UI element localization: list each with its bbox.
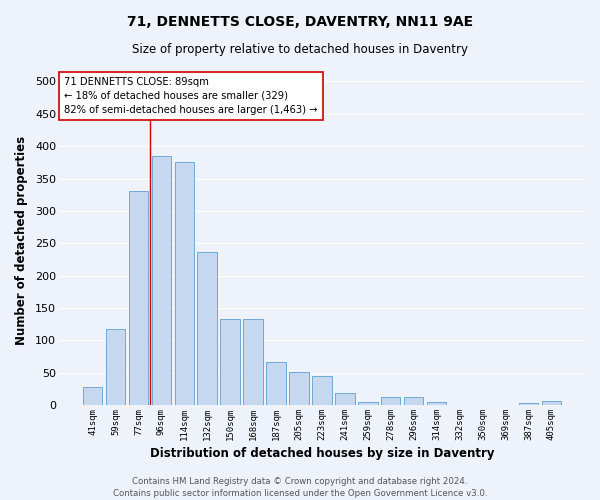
Bar bbox=[404, 396, 424, 405]
Bar bbox=[335, 394, 355, 405]
Text: Size of property relative to detached houses in Daventry: Size of property relative to detached ho… bbox=[132, 42, 468, 56]
Bar bbox=[358, 402, 377, 405]
Bar bbox=[106, 328, 125, 405]
Bar bbox=[381, 396, 400, 405]
Text: 71 DENNETTS CLOSE: 89sqm
← 18% of detached houses are smaller (329)
82% of semi-: 71 DENNETTS CLOSE: 89sqm ← 18% of detach… bbox=[64, 76, 317, 114]
Bar bbox=[152, 156, 171, 405]
Bar bbox=[518, 403, 538, 405]
Bar bbox=[83, 387, 102, 405]
Text: 71, DENNETTS CLOSE, DAVENTRY, NN11 9AE: 71, DENNETTS CLOSE, DAVENTRY, NN11 9AE bbox=[127, 15, 473, 29]
X-axis label: Distribution of detached houses by size in Daventry: Distribution of detached houses by size … bbox=[149, 447, 494, 460]
Bar bbox=[175, 162, 194, 405]
Bar bbox=[128, 192, 148, 405]
Text: Contains HM Land Registry data © Crown copyright and database right 2024.
Contai: Contains HM Land Registry data © Crown c… bbox=[113, 476, 487, 498]
Bar bbox=[312, 376, 332, 405]
Bar bbox=[244, 319, 263, 405]
Bar bbox=[220, 319, 240, 405]
Bar bbox=[542, 401, 561, 405]
Bar bbox=[197, 252, 217, 405]
Bar bbox=[289, 372, 309, 405]
Y-axis label: Number of detached properties: Number of detached properties bbox=[15, 136, 28, 344]
Bar bbox=[427, 402, 446, 405]
Bar bbox=[266, 362, 286, 405]
